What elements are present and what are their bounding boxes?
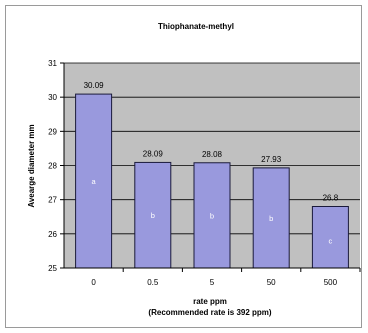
y-tick-label: 27 xyxy=(48,196,57,205)
y-tick-label: 30 xyxy=(48,93,57,102)
y-tick-label: 31 xyxy=(48,59,57,68)
group-letters: a b b b c xyxy=(92,177,333,245)
x-axis-sublabel: (Recommended rate is 392 ppm) xyxy=(148,308,271,317)
x-tick-label: 50 xyxy=(267,278,276,287)
chart-title: Thiophanate-methyl xyxy=(158,22,234,31)
group-letter: c xyxy=(329,236,333,245)
x-tick-label: 5 xyxy=(210,278,215,287)
data-label: 28.08 xyxy=(202,150,223,159)
x-axis-label: rate ppm xyxy=(193,297,227,306)
data-label: 26.8 xyxy=(323,194,339,203)
x-tick-label: 500 xyxy=(324,278,338,287)
y-tick-label: 28 xyxy=(48,162,57,171)
group-letter: b xyxy=(269,214,273,223)
data-label: 27.93 xyxy=(261,155,282,164)
group-letter: b xyxy=(151,211,155,220)
x-tick-labels: 0 0.5 5 50 500 xyxy=(91,268,361,287)
data-labels: 30.09 28.09 28.08 27.93 26.8 xyxy=(84,81,339,202)
y-tick-labels: 25 26 27 28 29 30 31 xyxy=(48,59,64,273)
group-letter: a xyxy=(92,177,97,186)
y-tick-label: 26 xyxy=(48,230,57,239)
y-axis-label: Avearge diameter mm xyxy=(27,124,36,207)
data-label: 30.09 xyxy=(84,81,105,90)
x-tick-label: 0.5 xyxy=(147,278,159,287)
y-tick-label: 25 xyxy=(48,264,57,273)
bar xyxy=(311,206,349,269)
bars xyxy=(75,93,349,269)
x-tick-label: 0 xyxy=(91,278,96,287)
group-letter: b xyxy=(210,211,214,220)
data-label: 28.09 xyxy=(143,149,164,158)
y-tick-label: 29 xyxy=(48,127,57,136)
